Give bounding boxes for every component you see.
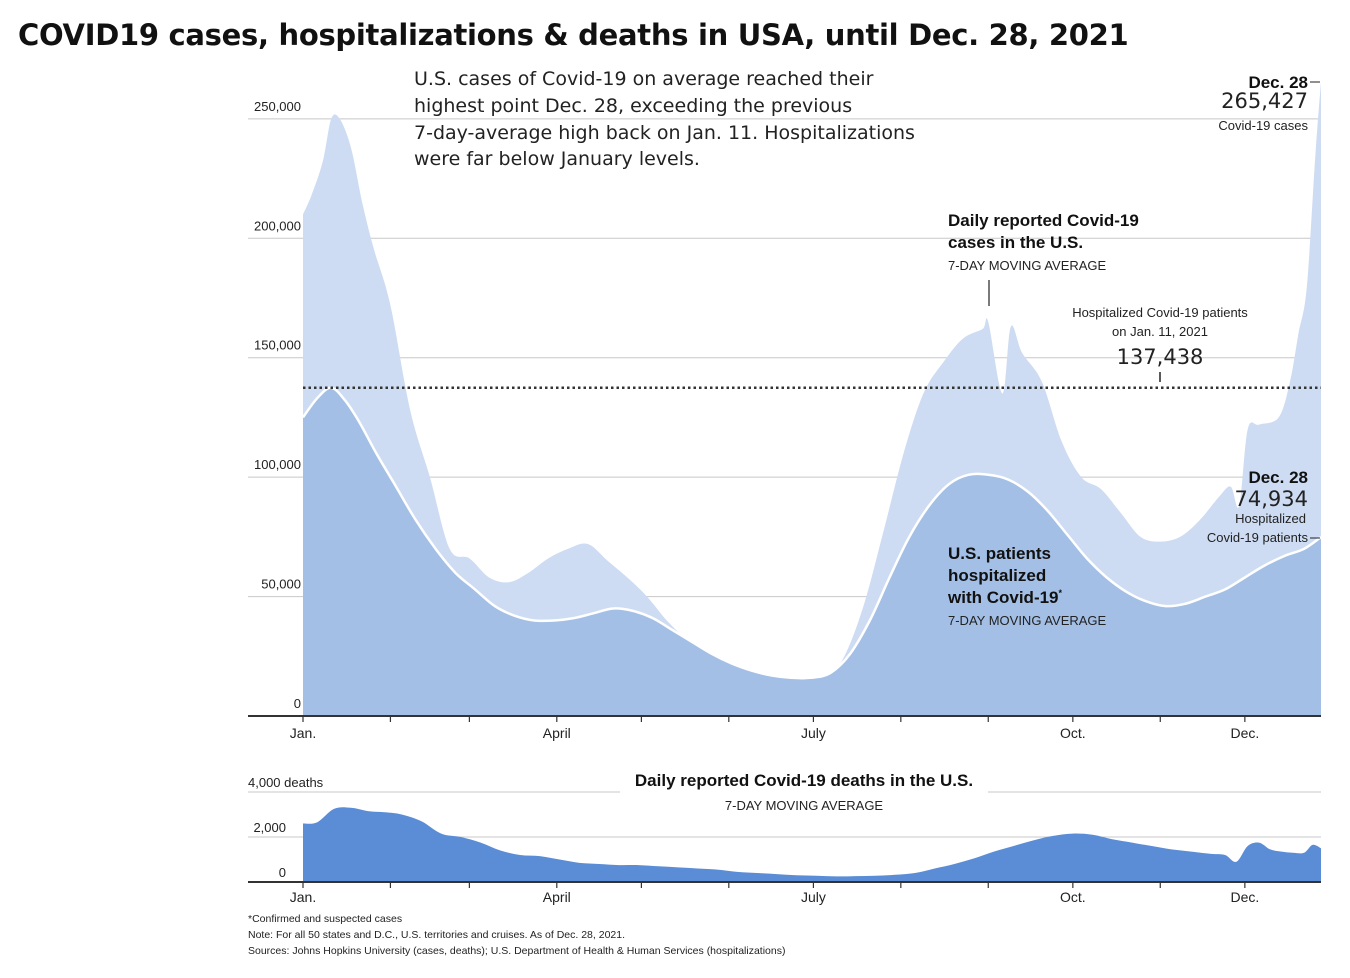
cases-label-line-2: cases in the U.S. [948,233,1083,252]
page-title: COVID19 cases, hospitalizations & deaths… [18,18,1129,52]
cases-end-date: Dec. 28 [1248,73,1308,92]
x-tick-label: Oct. [1060,889,1086,905]
deaths-y-tick-label: 2,000 [253,820,286,835]
hospitalized-end-label: Dec. 28 74,934 Hospitalized Covid-19 pat… [1207,468,1320,545]
footnote-confirmed: *Confirmed and suspected cases [248,913,403,925]
main-y-tick-label: 200,000 [254,218,301,233]
intro-line-3: 7-day-average high back on Jan. 11. Hosp… [414,122,915,144]
cases-label-sub: 7-DAY MOVING AVERAGE [948,258,1107,273]
intro-line-4: were far below January levels. [414,148,700,170]
main-y-ticks: 250,000 200,000 150,000 100,000 50,000 0 [254,99,301,711]
main-y-tick-label: 150,000 [254,338,301,353]
cases-end-label: Dec. 28 265,427 Covid-19 cases [1218,73,1320,133]
deaths-y-tick-label: 4,000 deaths [248,775,324,790]
hosp-label-line-3: with Covid-19* [947,588,1063,607]
x-tick-label: Dec. [1230,889,1259,905]
footnote-sources: Sources: Johns Hopkins University (cases… [248,945,786,957]
main-y-tick-label: 50,000 [261,577,301,592]
hosp-end-caption-1: Hospitalized [1235,511,1306,526]
hospitalized-line [301,386,1322,680]
cases-series-label: Daily reported Covid-19 cases in the U.S… [948,211,1139,306]
hospitalized-area [303,387,1321,716]
deaths-y-ticks: 4,000 deaths 2,000 0 [248,775,324,880]
x-tick-label: Dec. [1230,725,1259,741]
intro-line-2: highest point Dec. 28, exceeding the pre… [414,95,852,117]
x-tick-label: July [801,725,826,741]
cases-end-caption: Covid-19 cases [1218,118,1308,133]
x-tick-label: April [543,889,571,905]
x-tick-label: July [801,889,826,905]
deaths-chart-title: Daily reported Covid-19 deaths in the U.… [635,771,973,790]
reference-label-line-2: on Jan. 11, 2021 [1112,324,1208,339]
x-tick-label: Jan. [290,725,316,741]
deaths-title-backdrop [620,768,988,818]
main-y-tick-label: 0 [294,696,301,711]
deaths-x-ticks: Jan. April July Oct. Dec. [290,882,1259,905]
x-tick-label: Jan. [290,889,316,905]
cases-label-line-1: Daily reported Covid-19 [948,211,1139,230]
reference-value: 137,438 [1117,345,1204,369]
intro-annotation: U.S. cases of Covid-19 on average reache… [414,68,915,170]
x-tick-label: Oct. [1060,725,1086,741]
main-y-tick-label: 250,000 [254,99,301,114]
main-y-tick-label: 100,000 [254,457,301,472]
reference-label: Hospitalized Covid-19 patients on Jan. 1… [1072,305,1248,382]
hosp-label-line-1: U.S. patients [948,544,1051,563]
deaths-chart-subtitle: 7-DAY MOVING AVERAGE [725,798,884,813]
hosp-end-value: 74,934 [1235,487,1308,511]
x-tick-label: April [543,725,571,741]
hospitalized-series-label: U.S. patients hospitalized with Covid-19… [947,544,1107,628]
footnote-note: Note: For all 50 states and D.C., U.S. t… [248,929,626,941]
deaths-y-tick-label: 0 [279,865,286,880]
hosp-end-caption-2: Covid-19 patients [1207,530,1309,545]
hosp-end-date: Dec. 28 [1248,468,1308,487]
cases-end-value: 265,427 [1221,89,1308,113]
main-x-ticks: Jan. April July Oct. Dec. [290,716,1259,741]
hosp-label-line-2: hospitalized [948,566,1046,585]
intro-line-1: U.S. cases of Covid-19 on average reache… [414,68,874,90]
reference-label-line-1: Hospitalized Covid-19 patients [1072,305,1248,320]
deaths-area [303,807,1321,882]
hosp-label-sub: 7-DAY MOVING AVERAGE [948,613,1107,628]
